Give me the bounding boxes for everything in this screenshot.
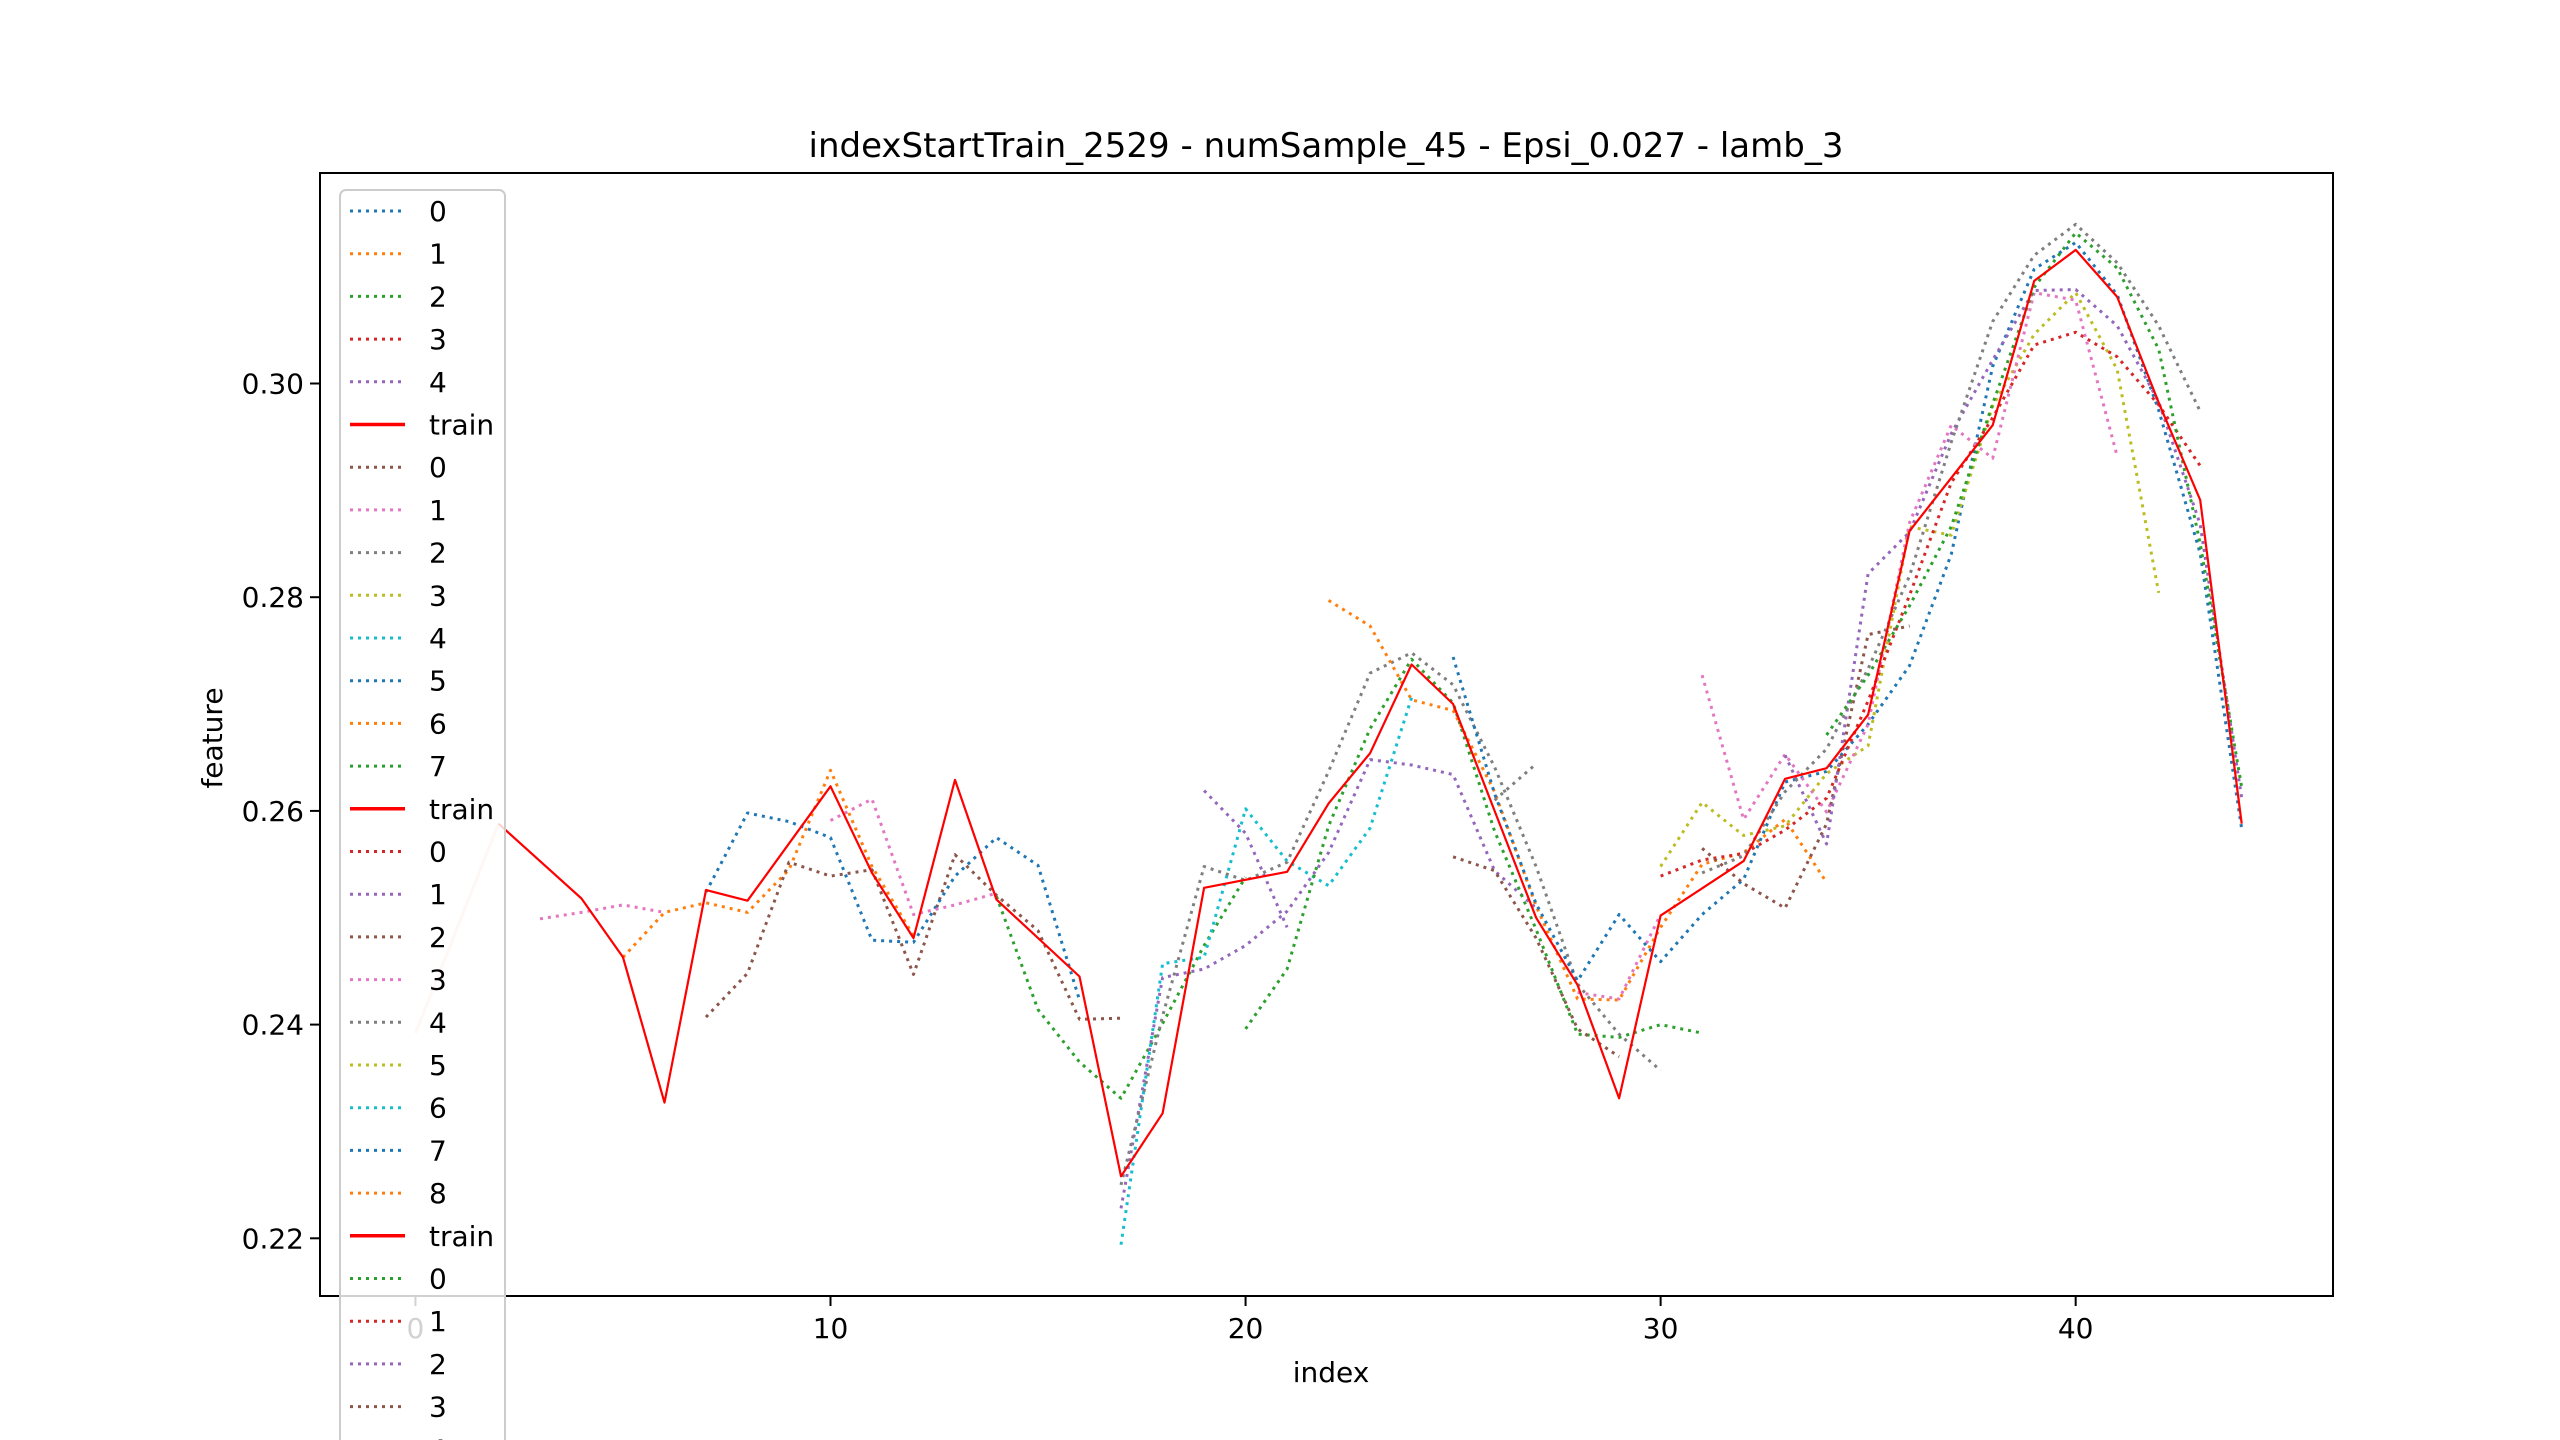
legend-label: train — [429, 409, 494, 442]
legend-label: 4 — [429, 366, 447, 399]
series-line-24 — [497, 248, 2243, 1178]
series-line-23 — [1825, 231, 2244, 788]
legend-label: 4 — [429, 1006, 447, 1039]
legend-label: 0 — [429, 195, 447, 228]
legend-label: 1 — [429, 238, 447, 271]
legend-label: train — [429, 1220, 494, 1253]
legend-label: 6 — [429, 707, 447, 740]
legend-label: train — [429, 793, 494, 826]
series-line-22 — [1701, 222, 2202, 875]
series-line-16 — [1577, 913, 1662, 1001]
plot-frame — [319, 172, 2334, 1297]
series-line-11 — [1244, 657, 1703, 1039]
series-line-9 — [1203, 789, 1289, 929]
legend-label: 1 — [429, 1305, 447, 1338]
legend-label: 6 — [429, 1092, 447, 1125]
legend-label: 4 — [429, 1433, 447, 1440]
legend-label: 3 — [429, 579, 447, 612]
legend-label: 2 — [429, 921, 447, 954]
x-axis: 010203040 — [407, 1296, 2094, 1345]
y-tick-label: 0.28 — [242, 581, 304, 614]
series-line-17 — [1659, 291, 2161, 868]
legend-label: 7 — [429, 750, 447, 783]
legend-label: 2 — [429, 280, 447, 313]
legend-label: 2 — [429, 1348, 447, 1381]
x-axis-label: index — [1293, 1356, 1370, 1389]
legend-box — [339, 189, 506, 1440]
legend-label: 0 — [429, 836, 447, 869]
legend: 0 1 2 3 4 train 0 1 2 3 4 5 6 7 train 0 1 2 3 4 5 6 7 8 train 0 1 2… — [339, 189, 506, 1440]
legend-label: 7 — [429, 1134, 447, 1167]
series-line-1 — [539, 903, 665, 921]
legend-label: 2 — [429, 537, 447, 570]
legend-label: 5 — [429, 665, 447, 698]
x-tick-label: 40 — [2058, 1312, 2094, 1345]
legend-label: 0 — [429, 451, 447, 484]
series-layer — [414, 222, 2244, 1245]
legend-label: 5 — [429, 1049, 447, 1082]
legend-label: 8 — [429, 1177, 447, 1210]
series-line-19 — [1700, 291, 2119, 821]
y-tick-label: 0.30 — [242, 367, 304, 400]
series-line-15 — [1493, 762, 1538, 802]
series-line-12 — [1327, 599, 1828, 1002]
legend-label: 3 — [429, 1391, 447, 1424]
x-tick-label: 20 — [1228, 1312, 1264, 1345]
series-line-8 — [1119, 758, 1538, 1209]
legend-label: 3 — [429, 964, 447, 997]
x-tick-label: 10 — [813, 1312, 849, 1345]
series-line-6 — [995, 876, 1247, 1100]
series-line-2 — [621, 768, 915, 959]
legend-label: 1 — [429, 878, 447, 911]
y-axis-label: feature — [196, 687, 229, 788]
series-line-5 — [829, 797, 997, 916]
series-line-4 — [704, 811, 1081, 1001]
series-line-3 — [704, 853, 1122, 1021]
x-tick-label: 30 — [1643, 1312, 1679, 1345]
legend-label: 0 — [429, 1263, 447, 1296]
chart-title: indexStartTrain_2529 - numSample_45 - Ep… — [809, 126, 1844, 166]
y-tick-label: 0.24 — [242, 1009, 304, 1042]
y-axis: 0.22 0.24 0.26 0.28 0.30 — [242, 367, 320, 1255]
legend-label: 3 — [429, 323, 447, 356]
legend-label: 4 — [429, 622, 447, 655]
y-tick-label: 0.26 — [242, 795, 304, 828]
series-line-18 — [1660, 330, 2202, 878]
legend-items: 0 1 2 3 4 train 0 1 2 3 4 5 6 7 train 0 1 2 3 4 5 6 7 8 train 0 1 2… — [350, 195, 494, 1440]
series-line-14 — [1452, 855, 1620, 1058]
y-tick-label: 0.22 — [242, 1222, 304, 1255]
legend-label: 1 — [429, 494, 447, 527]
series-line-7 — [1119, 697, 1414, 1245]
series-line-10 — [1119, 651, 1662, 1186]
